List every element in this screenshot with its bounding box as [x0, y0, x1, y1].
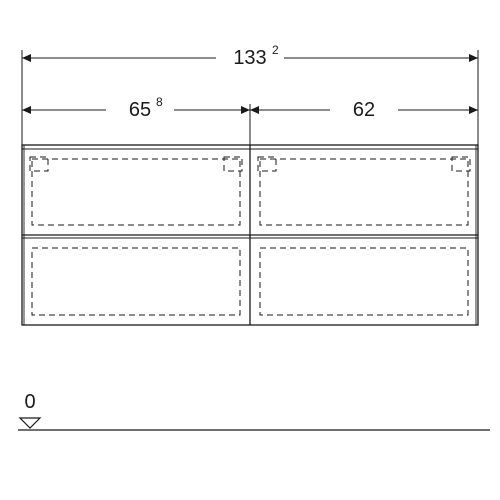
technical-drawing: 133 2 65 8 62 0 — [0, 0, 500, 500]
dimension-label: 62 — [353, 99, 375, 121]
dimension-label: 65 — [129, 99, 151, 121]
dimension-sup: 2 — [272, 43, 279, 57]
dimension-label: 133 — [233, 47, 266, 69]
datum-zero-label: 0 — [24, 391, 35, 413]
dimension-sup: 8 — [156, 95, 163, 109]
datum-marker-icon — [20, 418, 40, 428]
